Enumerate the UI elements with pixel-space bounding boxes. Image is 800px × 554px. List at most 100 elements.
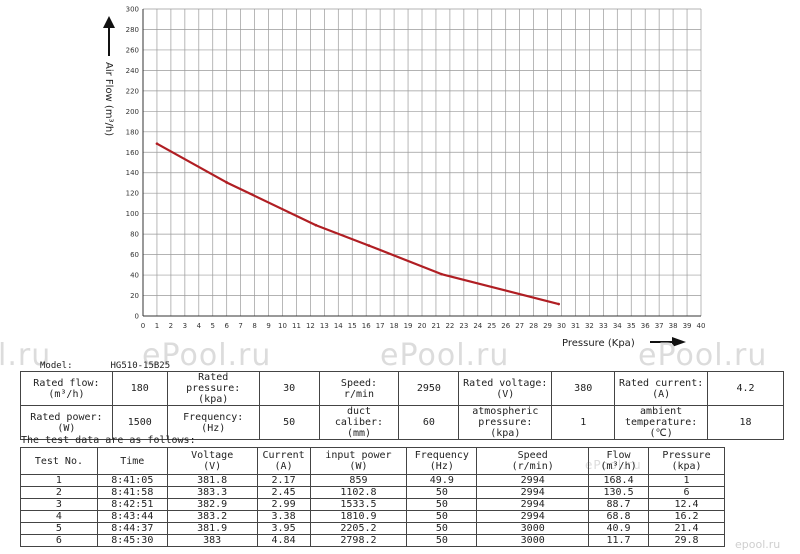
table-cell: 5 xyxy=(20,522,98,535)
x-tick-label: 29 xyxy=(543,322,552,330)
column-header: Voltage (V) xyxy=(166,447,258,475)
table-cell: 2994 xyxy=(476,498,590,511)
table-cell: 1 xyxy=(648,474,725,487)
y-tick-label: 140 xyxy=(126,169,139,177)
spec-label: atmospheric pressure: (kpa) xyxy=(458,405,553,440)
x-tick-label: 11 xyxy=(292,322,301,330)
x-tick-label: 0 xyxy=(141,322,145,330)
watermark: epool.ru xyxy=(735,538,781,551)
column-header: Pressure (kpa) xyxy=(648,447,725,475)
table-cell: 29.8 xyxy=(648,534,725,547)
column-header: Test No. xyxy=(20,447,98,475)
x-tick-label: 2 xyxy=(169,322,173,330)
x-tick-label: 22 xyxy=(445,322,454,330)
y-tick-label: 180 xyxy=(126,128,139,136)
watermark: ePool.ru xyxy=(638,338,768,373)
y-tick-label: 100 xyxy=(126,210,139,218)
table-cell: 859 xyxy=(309,474,408,487)
spec-row: Rated power: (W) 1500 Frequency: (Hz) 50 d… xyxy=(20,405,784,440)
x-tick-label: 27 xyxy=(515,322,524,330)
table-cell: 12.4 xyxy=(648,498,725,511)
y-tick-label: 200 xyxy=(126,108,139,116)
y-axis-title-group: Air Flow (m³/h) xyxy=(103,16,115,136)
data-point xyxy=(225,181,228,184)
table-cell: 2994 xyxy=(476,510,590,523)
table-cell: 6 xyxy=(648,486,725,499)
x-tick-label: 3 xyxy=(183,322,187,330)
model-value: HG510-15B25 xyxy=(110,361,171,371)
y-tick-label: 0 xyxy=(135,313,139,321)
table-cell: 4.84 xyxy=(256,534,311,547)
spec-value: 1 xyxy=(551,405,616,440)
chart-grid xyxy=(142,8,702,317)
data-point xyxy=(367,244,371,247)
test-data-table: Test No. Time Voltage (V) Current (A) input po… xyxy=(20,447,725,547)
spec-table: Rated flow: (m³/h) 180 Rated pressure: (kp… xyxy=(20,371,784,440)
x-tick-label: 26 xyxy=(501,322,510,330)
x-tick-label: 34 xyxy=(613,322,622,330)
table-row: 3 8:42:51 382.9 2.99 1533.5 50 2994 88.7 12.4 xyxy=(20,498,725,511)
chart-ticks: 0 1 2 3 4 5 6 7 8 9 10 11 12 13 14 15 16 17 18 19 20 21 22 23 24… xyxy=(126,6,706,331)
x-tick-label: 20 xyxy=(418,322,427,330)
table-cell: 2.99 xyxy=(256,498,311,511)
table-cell: 3000 xyxy=(476,534,590,547)
table-cell: 3000 xyxy=(476,522,590,535)
spec-label: Rated pressure: (kpa) xyxy=(166,371,260,406)
y-tick-label: 240 xyxy=(126,67,139,75)
table-cell: 381.9 xyxy=(166,522,258,535)
test-data-note: The test data are as follows: xyxy=(21,435,196,446)
table-cell: 2994 xyxy=(476,474,590,487)
table-cell: 50 xyxy=(406,510,478,523)
table-row: 5 8:44:37 381.9 3.95 2205.2 50 3000 40.9 21.4 xyxy=(20,522,725,535)
x-tick-label: 39 xyxy=(683,322,692,330)
table-cell: 383 xyxy=(166,534,258,547)
x-tick-label: 24 xyxy=(473,322,482,330)
x-tick-label: 28 xyxy=(529,322,538,330)
table-cell: 8:41:05 xyxy=(96,474,168,487)
table-cell: 40.9 xyxy=(588,522,650,535)
x-tick-label: 30 xyxy=(557,322,566,330)
x-tick-label: 15 xyxy=(348,322,357,330)
y-axis-title: Air Flow (m³/h) xyxy=(103,62,114,136)
spec-value: 18 xyxy=(707,405,784,440)
column-header: Time xyxy=(96,447,168,475)
spec-label: duct caliber: (mm) xyxy=(318,405,400,440)
model-label: Model: xyxy=(40,361,73,371)
table-cell: 8:44:37 xyxy=(96,522,168,535)
table-cell: 2.45 xyxy=(256,486,311,499)
x-tick-label: 38 xyxy=(669,322,678,330)
y-tick-label: 60 xyxy=(130,251,139,259)
table-row: 1 8:41:05 381.8 2.17 859 49.9 2994 168.4 1 xyxy=(20,474,725,487)
y-tick-label: 120 xyxy=(126,190,139,198)
x-tick-label: 21 xyxy=(431,322,440,330)
spec-value: 4.2 xyxy=(707,371,784,406)
y-tick-label: 280 xyxy=(126,26,139,34)
column-header: input power (W) xyxy=(309,447,408,475)
x-tick-label: 23 xyxy=(459,322,468,330)
table-cell: 2205.2 xyxy=(309,522,408,535)
table-cell: 50 xyxy=(406,534,478,547)
spec-row: Rated flow: (m³/h) 180 Rated pressure: (kp… xyxy=(20,371,784,406)
table-cell: 130.5 xyxy=(588,486,650,499)
table-cell: 2798.2 xyxy=(309,534,408,547)
table-cell: 3.38 xyxy=(256,510,311,523)
column-header: Current (A) xyxy=(256,447,311,475)
flow-series-line xyxy=(156,142,559,306)
x-tick-label: 1 xyxy=(155,322,159,330)
table-cell: 8:43:44 xyxy=(96,510,168,523)
x-tick-label: 37 xyxy=(655,322,664,330)
x-tick-label: 35 xyxy=(627,322,636,330)
table-cell: 8:42:51 xyxy=(96,498,168,511)
table-cell: 168.4 xyxy=(588,474,650,487)
spec-label: Rated flow: (m³/h) xyxy=(20,371,113,406)
x-axis-title: Pressure (Kpa) xyxy=(562,338,635,349)
x-axis-arrowhead xyxy=(672,337,686,347)
x-tick-label: 25 xyxy=(487,322,496,330)
table-cell: 382.9 xyxy=(166,498,258,511)
spec-value: 2950 xyxy=(398,371,460,406)
table-cell: 68.8 xyxy=(588,510,650,523)
spec-value: 380 xyxy=(551,371,616,406)
x-tick-label: 5 xyxy=(211,322,215,330)
table-cell: 2994 xyxy=(476,486,590,499)
spec-value: 180 xyxy=(111,371,168,406)
